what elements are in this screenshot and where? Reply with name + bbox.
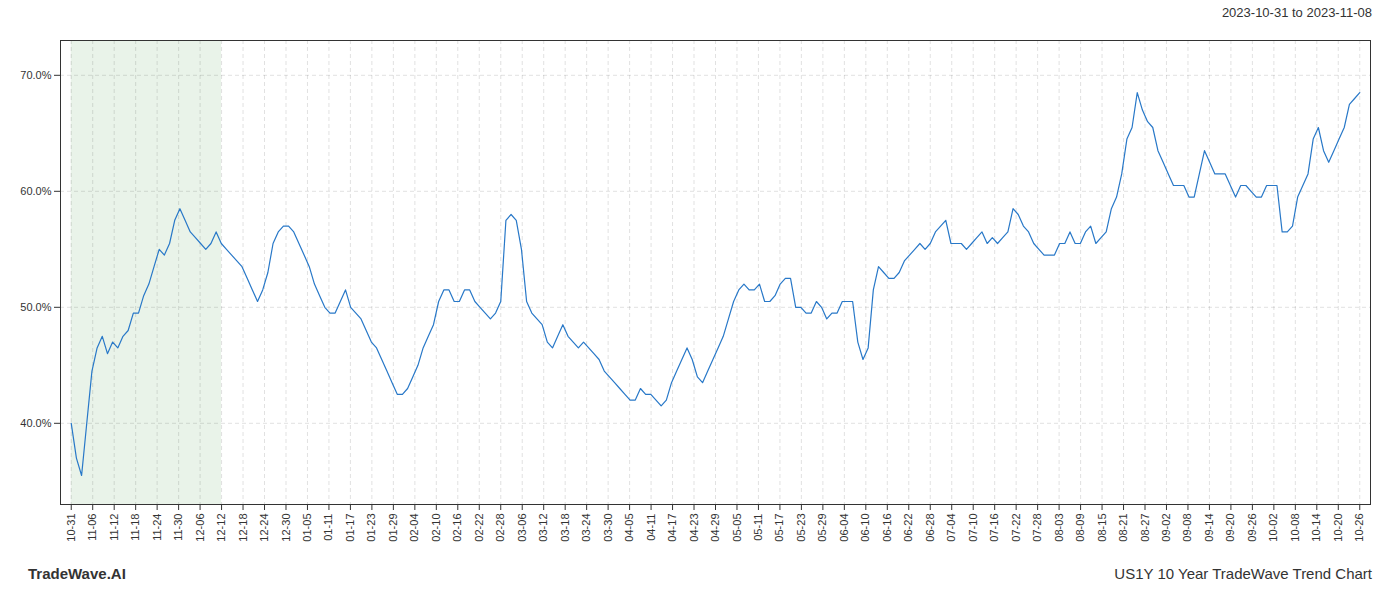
svg-text:06-22: 06-22 — [902, 514, 914, 542]
svg-text:05-11: 05-11 — [752, 514, 764, 541]
svg-text:03-18: 03-18 — [559, 514, 571, 542]
svg-text:01-11: 01-11 — [322, 514, 334, 541]
svg-text:09-08: 09-08 — [1181, 514, 1193, 542]
html-text:2023-10-31 to 2023-11-08: 2023-10-31 to 2023-11-08 — [1221, 5, 1372, 20]
svg-text:10-31: 10-31 — [65, 514, 77, 542]
svg-text:06-04: 06-04 — [838, 514, 850, 542]
svg-text:10-26: 10-26 — [1353, 514, 1365, 542]
svg-text:09-20: 09-20 — [1224, 514, 1236, 542]
svg-text:09-02: 09-02 — [1160, 514, 1172, 542]
svg-text:08-09: 08-09 — [1074, 514, 1086, 542]
svg-text:10-02: 10-02 — [1267, 514, 1279, 542]
svg-text:07-16: 07-16 — [988, 514, 1000, 542]
svg-text:10-14: 10-14 — [1310, 514, 1322, 542]
svg-text:03-12: 03-12 — [537, 514, 549, 542]
svg-text:05-29: 05-29 — [816, 514, 828, 542]
svg-text:08-27: 08-27 — [1139, 514, 1151, 542]
svg-text:02-04: 02-04 — [408, 514, 420, 542]
svg-text:01-05: 01-05 — [301, 514, 313, 542]
svg-text:02-10: 02-10 — [430, 514, 442, 542]
svg-text:04-17: 04-17 — [666, 514, 678, 542]
svg-text:12-12: 12-12 — [215, 514, 227, 542]
svg-text:12-18: 12-18 — [237, 514, 249, 542]
svg-text:12-06: 12-06 — [194, 514, 206, 542]
svg-text:08-21: 08-21 — [1117, 514, 1129, 542]
svg-text:02-16: 02-16 — [451, 514, 463, 542]
svg-text:04-11: 04-11 — [645, 514, 657, 541]
svg-text:03-06: 03-06 — [516, 514, 528, 542]
svg-text:60.0%: 60.0% — [20, 185, 51, 197]
svg-text:04-05: 04-05 — [623, 514, 635, 542]
svg-text:40.0%: 40.0% — [20, 417, 51, 429]
svg-text:08-15: 08-15 — [1096, 514, 1108, 542]
svg-text:02-22: 02-22 — [473, 514, 485, 542]
svg-text:04-23: 04-23 — [688, 514, 700, 542]
svg-text:50.0%: 50.0% — [20, 301, 51, 313]
svg-text:01-17: 01-17 — [344, 514, 356, 542]
svg-text:08-03: 08-03 — [1053, 514, 1065, 542]
svg-text:04-29: 04-29 — [709, 514, 721, 542]
svg-text:10-20: 10-20 — [1332, 514, 1344, 542]
svg-text:05-05: 05-05 — [730, 514, 742, 542]
svg-text:05-23: 05-23 — [795, 514, 807, 542]
svg-text:11-24: 11-24 — [151, 514, 163, 541]
svg-text:12-30: 12-30 — [280, 514, 292, 542]
html-text:US1Y 10 Year TradeWave Trend C: US1Y 10 Year TradeWave Trend Chart — [1114, 564, 1372, 582]
svg-text:02-28: 02-28 — [494, 514, 506, 542]
svg-text:09-14: 09-14 — [1203, 514, 1215, 542]
svg-text:05-17: 05-17 — [773, 514, 785, 542]
svg-text:10-08: 10-08 — [1289, 514, 1301, 542]
svg-text:03-30: 03-30 — [602, 514, 614, 542]
svg-text:01-29: 01-29 — [387, 514, 399, 542]
svg-text:01-23: 01-23 — [365, 514, 377, 542]
svg-text:07-28: 07-28 — [1031, 514, 1043, 542]
svg-text:11-30: 11-30 — [172, 514, 184, 541]
svg-text:07-10: 07-10 — [967, 514, 979, 542]
svg-text:09-26: 09-26 — [1246, 514, 1258, 542]
svg-text:06-16: 06-16 — [881, 514, 893, 542]
html-text:TradeWave.AI: TradeWave.AI — [28, 564, 126, 582]
svg-text:06-10: 06-10 — [859, 514, 871, 542]
svg-text:11-12: 11-12 — [108, 514, 120, 541]
svg-text:11-06: 11-06 — [86, 514, 98, 541]
svg-text:06-28: 06-28 — [924, 514, 936, 542]
svg-text:12-24: 12-24 — [258, 514, 270, 542]
svg-text:03-24: 03-24 — [580, 514, 592, 542]
svg-text:70.0%: 70.0% — [20, 69, 51, 81]
svg-text:07-22: 07-22 — [1010, 514, 1022, 542]
svg-text:11-18: 11-18 — [129, 514, 141, 541]
svg-text:07-04: 07-04 — [945, 514, 957, 542]
